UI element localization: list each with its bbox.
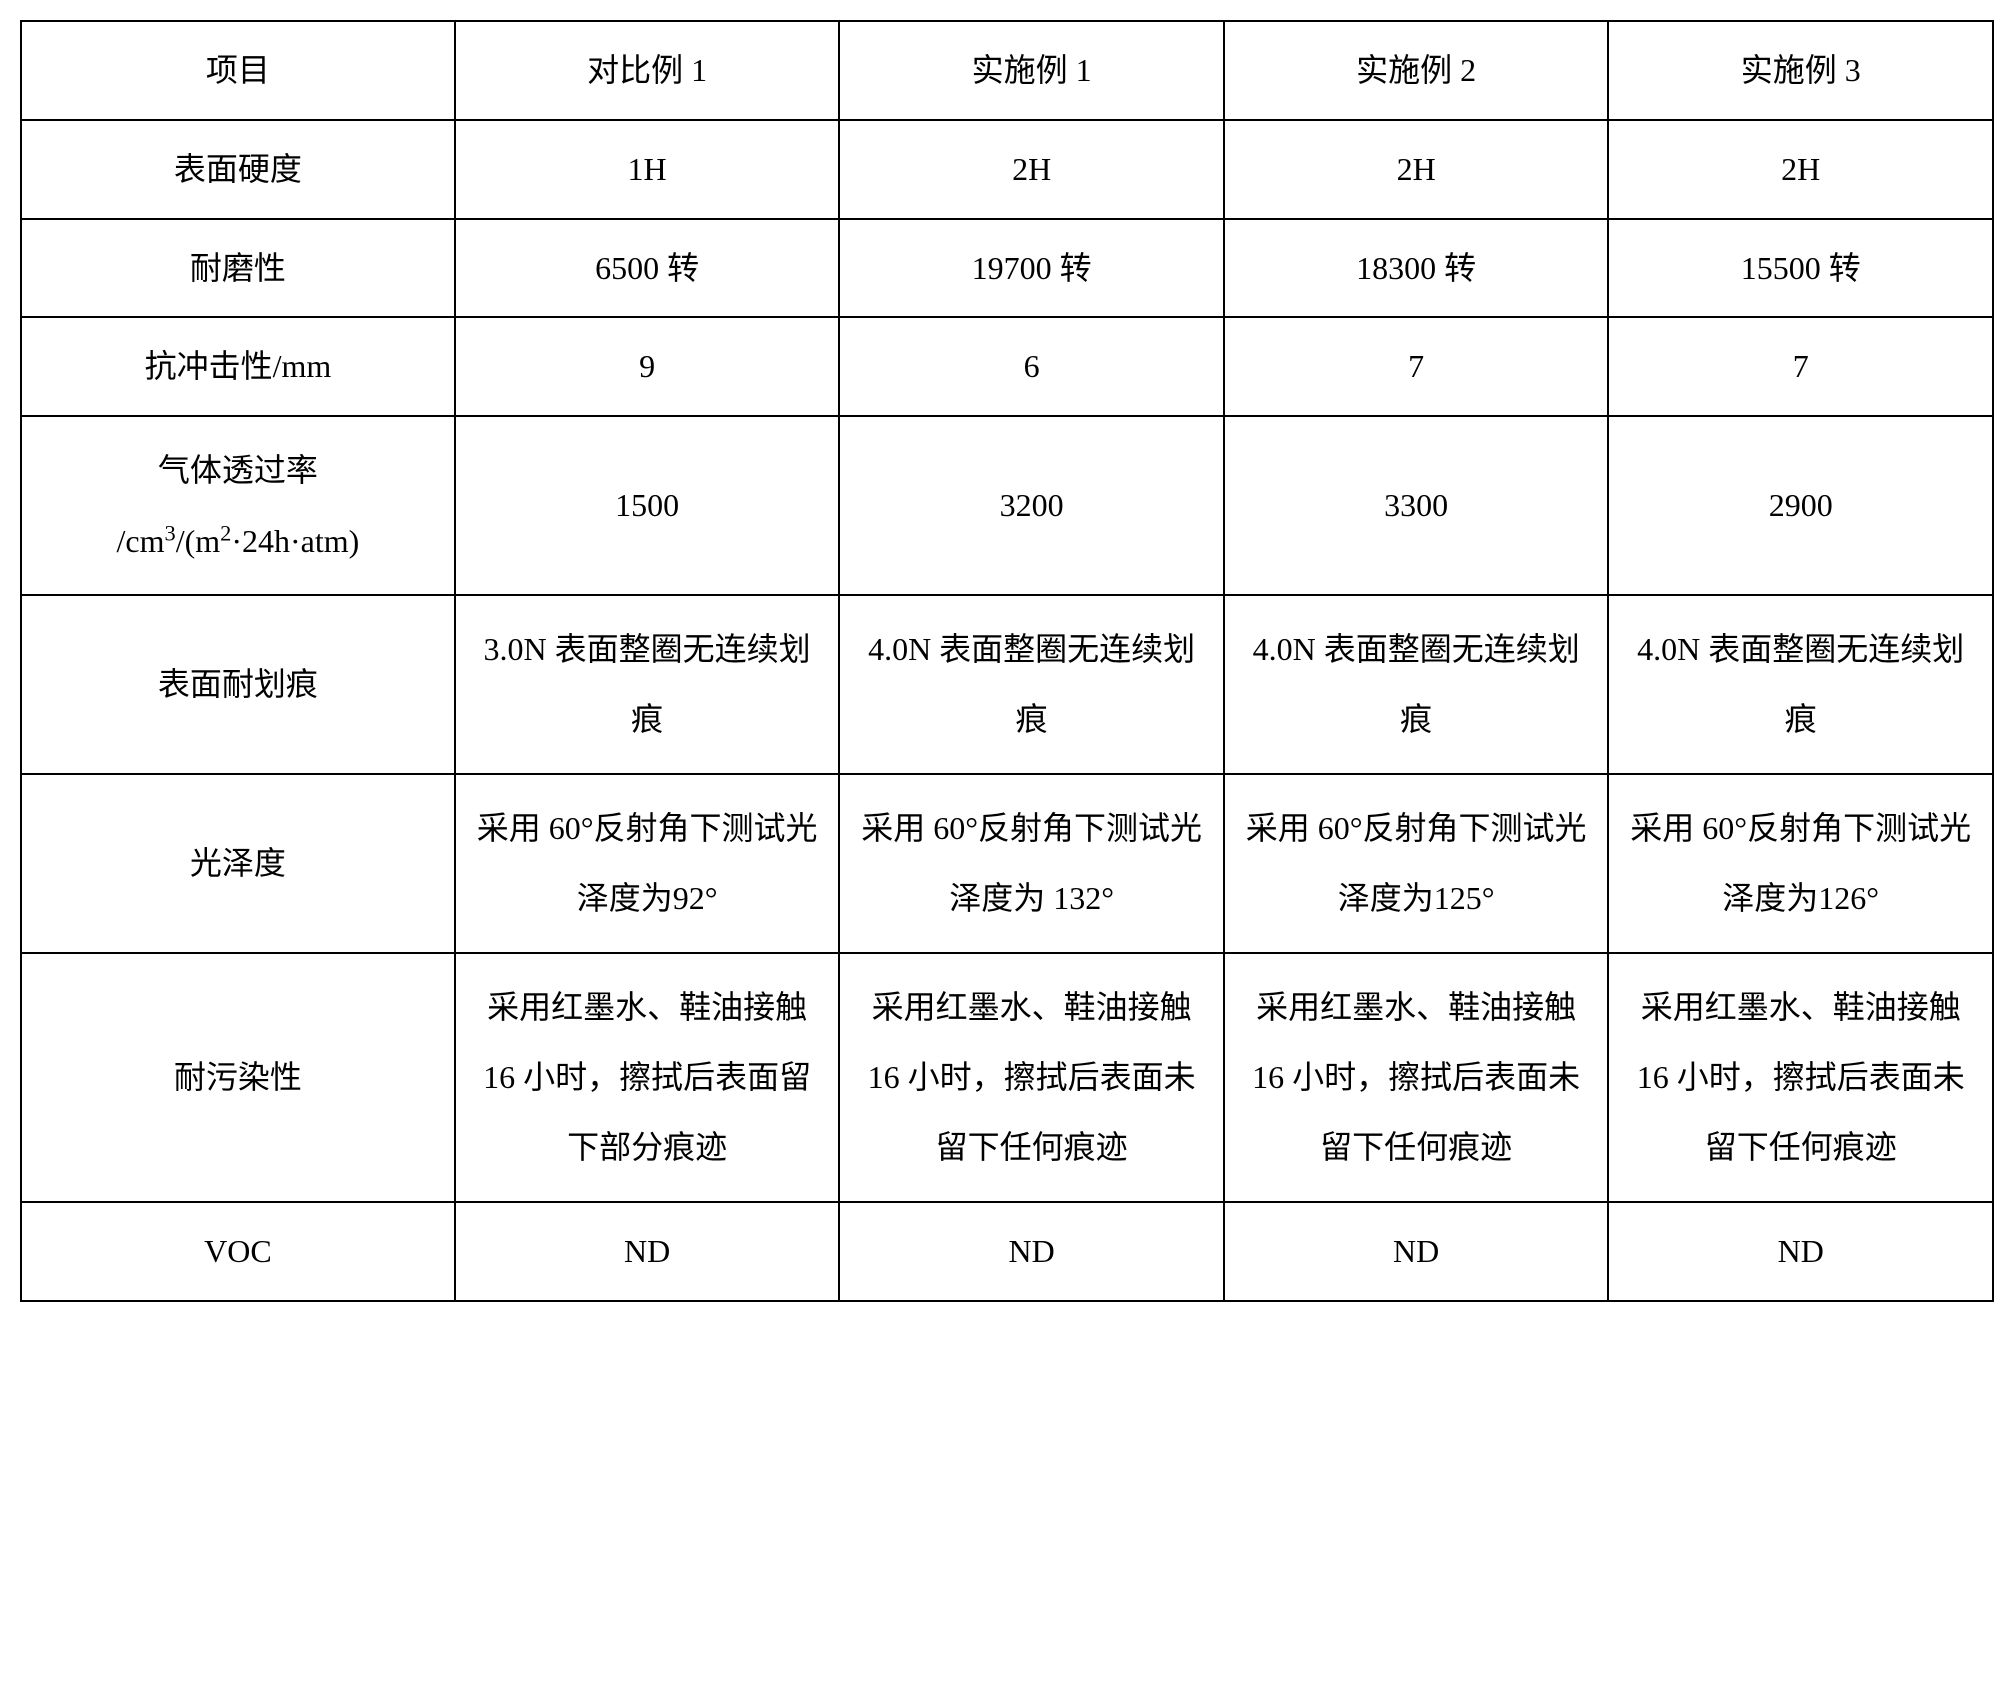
table-cell: 7 [1608,317,1993,416]
table-row: 耐污染性 采用红墨水、鞋油接触 16 小时，擦拭后表面留下部分痕迹 采用红墨水、… [21,953,1993,1202]
table-cell: 2H [839,120,1224,219]
header-line2-suffix: ·24h·atm) [231,523,359,559]
table-row: VOC ND ND ND ND [21,1202,1993,1301]
row-header: 光泽度 [21,774,455,953]
table-cell: 4.0N 表面整圈无连续划痕 [839,595,1224,774]
table-row: 耐磨性 6500 转 19700 转 18300 转 15500 转 [21,219,1993,318]
header-line2-mid: /(m [176,523,220,559]
table-cell: 采用 60°反射角下测试光泽度为 132° [839,774,1224,953]
table-cell: ND [455,1202,840,1301]
table-cell: 3.0N 表面整圈无连续划痕 [455,595,840,774]
data-table-container: 项目 对比例 1 实施例 1 实施例 2 实施例 3 表面硬度 1H 2H 2H… [20,20,1994,1302]
table-cell: 7 [1224,317,1609,416]
row-header: 抗冲击性/mm [21,317,455,416]
header-line2-prefix: /cm [117,523,165,559]
table-cell: 采用红墨水、鞋油接触 16 小时，擦拭后表面未留下任何痕迹 [1608,953,1993,1202]
row-header: 耐污染性 [21,953,455,1202]
row-header: 表面耐划痕 [21,595,455,774]
table-row: 表面耐划痕 3.0N 表面整圈无连续划痕 4.0N 表面整圈无连续划痕 4.0N… [21,595,1993,774]
table-cell: 19700 转 [839,219,1224,318]
table-row: 表面硬度 1H 2H 2H 2H [21,120,1993,219]
header-superscript: 3 [165,520,176,545]
table-cell: 4.0N 表面整圈无连续划痕 [1224,595,1609,774]
table-cell: 1500 [455,416,840,595]
header-line1: 气体透过率 [158,452,318,488]
table-cell: 采用 60°反射角下测试光泽度为126° [1608,774,1993,953]
column-header: 实施例 3 [1608,21,1993,120]
table-cell: 15500 转 [1608,219,1993,318]
table-cell: 6 [839,317,1224,416]
table-row: 气体透过率 /cm3/(m2·24h·atm) 1500 3200 3300 2… [21,416,1993,595]
data-table: 项目 对比例 1 实施例 1 实施例 2 实施例 3 表面硬度 1H 2H 2H… [20,20,1994,1302]
table-cell: ND [1608,1202,1993,1301]
table-row: 抗冲击性/mm 9 6 7 7 [21,317,1993,416]
row-header: VOC [21,1202,455,1301]
table-cell: 2H [1608,120,1993,219]
table-cell: 采用 60°反射角下测试光泽度为92° [455,774,840,953]
table-cell: ND [1224,1202,1609,1301]
table-cell: 采用红墨水、鞋油接触 16 小时，擦拭后表面未留下任何痕迹 [1224,953,1609,1202]
row-header-gas-permeability: 气体透过率 /cm3/(m2·24h·atm) [21,416,455,595]
column-header: 实施例 2 [1224,21,1609,120]
table-cell: 6500 转 [455,219,840,318]
table-cell: 4.0N 表面整圈无连续划痕 [1608,595,1993,774]
header-superscript: 2 [220,520,231,545]
table-header-row: 项目 对比例 1 实施例 1 实施例 2 实施例 3 [21,21,1993,120]
table-cell: 3200 [839,416,1224,595]
row-header: 耐磨性 [21,219,455,318]
table-cell: 9 [455,317,840,416]
table-cell: 2900 [1608,416,1993,595]
row-header: 表面硬度 [21,120,455,219]
table-cell: 2H [1224,120,1609,219]
table-cell: 采用红墨水、鞋油接触 16 小时，擦拭后表面留下部分痕迹 [455,953,840,1202]
column-header: 项目 [21,21,455,120]
table-cell: 3300 [1224,416,1609,595]
table-cell: 采用 60°反射角下测试光泽度为125° [1224,774,1609,953]
table-cell: 采用红墨水、鞋油接触 16 小时，擦拭后表面未留下任何痕迹 [839,953,1224,1202]
column-header: 对比例 1 [455,21,840,120]
column-header: 实施例 1 [839,21,1224,120]
table-cell: 1H [455,120,840,219]
table-row: 光泽度 采用 60°反射角下测试光泽度为92° 采用 60°反射角下测试光泽度为… [21,774,1993,953]
table-cell: ND [839,1202,1224,1301]
table-cell: 18300 转 [1224,219,1609,318]
